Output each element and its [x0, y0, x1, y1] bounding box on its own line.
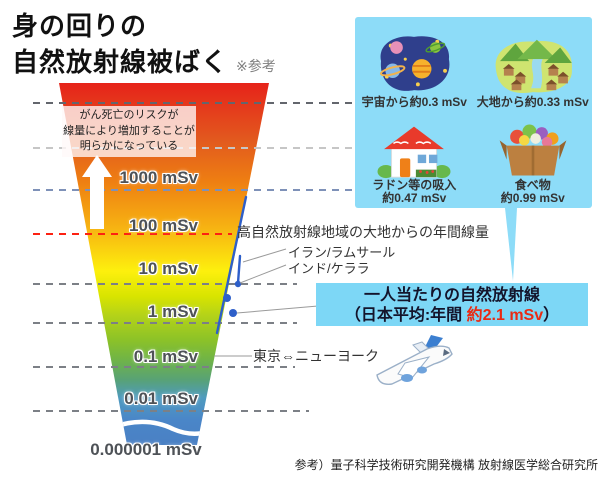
dashed-line-001msv	[33, 410, 309, 412]
source-label-land: 大地から約0.33 mSv	[476, 95, 589, 109]
high-radiation-short-line	[236, 254, 242, 285]
per-person-value: 約2.1 mSv	[466, 307, 544, 324]
scale-label-100msv: 100 mSv	[129, 216, 198, 235]
natural-sources-box: 宇宙から約0.3 mSv 大地から約0.33	[355, 17, 592, 208]
scale-label-001msv: 0.01 mSv	[124, 389, 198, 408]
high-natural-radiation-title: 高自然放射線地域の大地からの年間線量	[237, 224, 489, 240]
pointer-line-per-person	[236, 305, 319, 314]
sources-box-tail	[505, 208, 517, 281]
flight-route-label: 東京⇔ニューヨーク	[253, 348, 379, 364]
source-value-radon: 約0.47 mSv	[382, 191, 447, 205]
space-illustration-icon	[380, 36, 450, 91]
title-line1: 身の回りの	[12, 11, 148, 41]
source-cell-land: 大地から約0.33 mSv	[474, 17, 593, 112]
dashed-line-red-100msv	[33, 233, 232, 235]
per-person-suffix: ）	[543, 307, 560, 324]
credit-text: 参考）量子科学技術研究開発機構 放射線医学総合研究所	[294, 458, 598, 472]
risk-note-line2: 線量により増加することが	[63, 124, 195, 137]
per-person-line2: （日本平均:年間 約2.1 mSv）	[316, 306, 588, 326]
food-box-illustration-icon	[499, 124, 567, 176]
pointer-line-iran	[242, 248, 287, 263]
dashed-line-blue	[33, 189, 353, 191]
scale-label-1000msv: 1000 mSv	[119, 168, 198, 187]
marker-dot-per-person	[229, 309, 237, 317]
house-illustration-icon	[377, 126, 451, 179]
page-title: 身の回りの 自然放射線被ばく ※参考	[12, 8, 276, 84]
per-person-line1: 一人当たりの自然放射線	[363, 287, 540, 304]
scale-label-10msv: 10 mSv	[138, 259, 198, 278]
pointer-line-india	[239, 264, 287, 284]
dashed-line-top	[33, 102, 353, 104]
airplane-icon	[376, 335, 453, 385]
source-cell-food: 食べ物 約0.99 mSv	[474, 112, 593, 208]
land-illustration-icon	[495, 39, 572, 93]
source-label-radon: ラドン等の吸入	[372, 178, 457, 192]
title-line2-row: 自然放射線被ばく ※参考	[12, 44, 276, 84]
scale-label-0000001msv: 0.000001 mSv	[90, 440, 202, 459]
risk-note-line1: がん死亡のリスクが	[79, 109, 179, 121]
title-note: ※参考	[236, 58, 276, 74]
per-person-prefix: （日本平均:年間	[344, 307, 467, 324]
source-label-space: 宇宙から約0.3 mSv	[361, 95, 467, 109]
region-label-india-kerala: インド/ケララ	[288, 261, 370, 276]
dashed-line-1msv	[33, 322, 297, 324]
title-line2: 自然放射線被ばく	[12, 47, 229, 77]
source-label-food: 食べ物	[514, 178, 551, 192]
risk-note-line3: 明らかになっている	[79, 140, 179, 152]
scale-label-1msv: 1 mSv	[147, 302, 198, 321]
dashed-line-01msv	[33, 366, 295, 368]
source-value-food: 約0.99 mSv	[500, 191, 565, 205]
region-label-iran-ramsar: イラン/ラムサール	[288, 245, 396, 260]
scale-label-01msv: 0.1 mSv	[133, 347, 198, 366]
source-cell-radon: ラドン等の吸入 約0.47 mSv	[355, 112, 474, 208]
source-cell-space: 宇宙から約0.3 mSv	[355, 17, 474, 112]
per-person-dose-box: 一人当たりの自然放射線 （日本平均:年間 約2.1 mSv）	[316, 283, 588, 326]
cancer-risk-note: がん死亡のリスクが 線量により増加することが 明らかになっている	[62, 106, 196, 157]
dashed-line-10msv	[33, 283, 297, 285]
